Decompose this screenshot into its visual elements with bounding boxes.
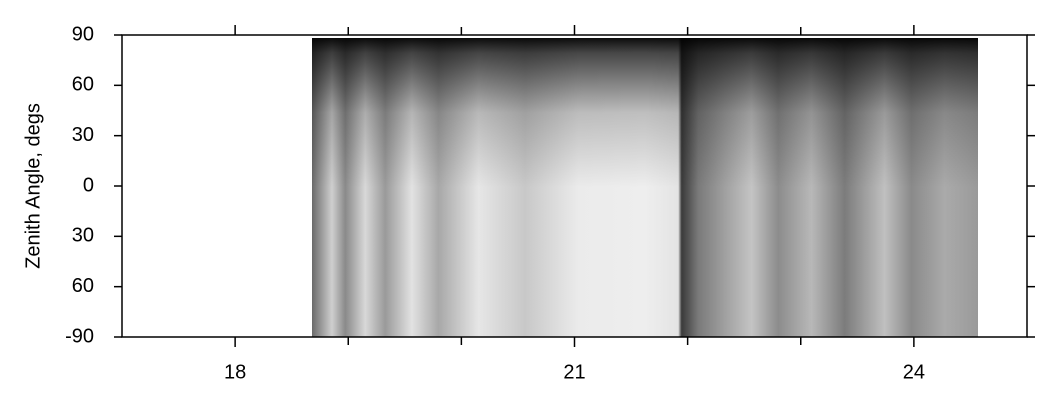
heatmap-shade <box>312 38 978 337</box>
y-tick-label: 30 <box>72 124 94 146</box>
y-tick-label: 60 <box>72 275 94 297</box>
y-tick-label: 30 <box>72 225 94 247</box>
x-tick-label: 18 <box>224 361 246 383</box>
y-tick-label: -90 <box>65 325 94 347</box>
y-axis-title: Zenith Angle, degs <box>22 103 44 269</box>
x-tick-label: 21 <box>563 361 585 383</box>
y-tick-label: 90 <box>72 23 94 45</box>
y-tick-label: 0 <box>83 174 94 196</box>
y-tick-label: 60 <box>72 74 94 96</box>
x-tick-label: 24 <box>903 361 925 383</box>
